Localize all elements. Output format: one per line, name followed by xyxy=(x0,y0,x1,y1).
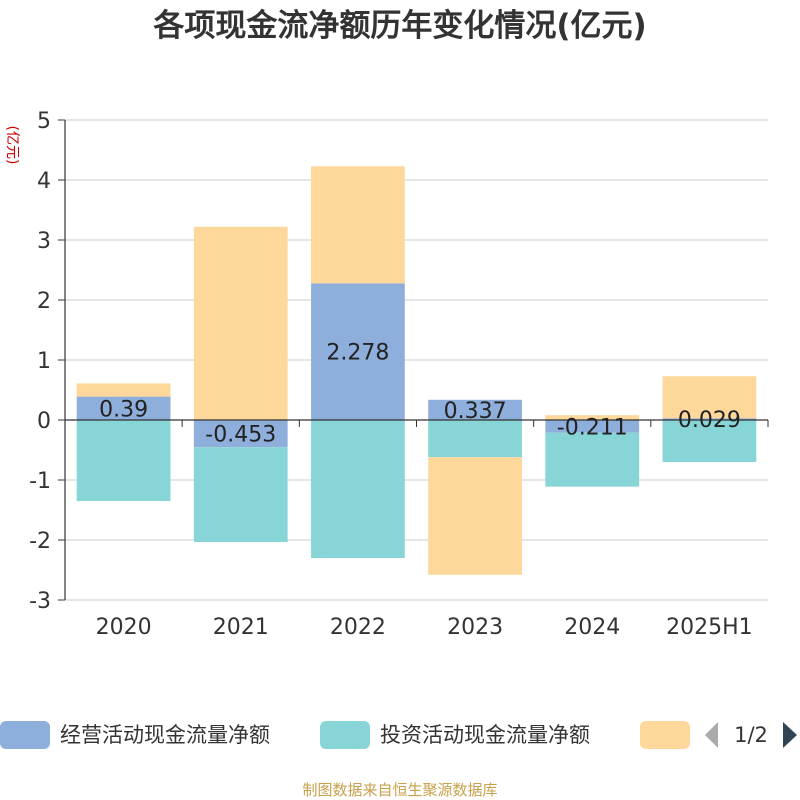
legend-label-1[interactable]: 经营活动现金流量净额 xyxy=(60,723,270,747)
x-tick-label: 2022 xyxy=(330,615,386,640)
legend-prev-icon[interactable] xyxy=(705,722,718,748)
bar-series3-2022 xyxy=(311,166,405,284)
bar-series1-2024 xyxy=(545,420,640,433)
x-tick-label: 2024 xyxy=(564,615,620,640)
legend-swatch-3[interactable] xyxy=(640,721,690,749)
data-labels: 0.39 -0.453 2.278 0.337 -0.211 0.029 xyxy=(99,341,741,448)
bar-series3-2024 xyxy=(545,415,640,420)
bar-series1-2021 xyxy=(193,420,288,448)
data-label: 2.278 xyxy=(326,341,389,366)
legend-next-icon[interactable] xyxy=(783,722,797,748)
bar-series3-2021 xyxy=(193,226,288,420)
legend-swatch-2[interactable] xyxy=(320,721,370,749)
legend-page-indicator: 1/2 xyxy=(734,723,768,747)
bar-series3-2020 xyxy=(76,383,171,397)
y-tick-label: 2 xyxy=(37,289,51,314)
data-label: 0.39 xyxy=(99,397,148,422)
y-tick-label: -3 xyxy=(29,589,51,614)
bar-series2-2024 xyxy=(545,432,640,487)
data-label: 0.337 xyxy=(444,399,507,424)
x-tick-label: 2025H1 xyxy=(666,615,753,640)
grid-lines xyxy=(65,119,768,601)
y-tick-label: 5 xyxy=(37,109,51,134)
legend-swatch-1[interactable] xyxy=(0,721,50,749)
data-label: -0.453 xyxy=(205,423,276,448)
legend-pager: 1/2 xyxy=(705,722,797,748)
bar-series1-2022 xyxy=(311,283,405,420)
y-tick-label: 0 xyxy=(37,409,51,434)
bar-series1-2025H1 xyxy=(662,418,757,420)
chart-title: 各项现金流净额历年变化情况(亿元) xyxy=(152,8,646,44)
y-tick-label: 4 xyxy=(37,169,51,194)
data-label: 0.029 xyxy=(678,408,741,433)
axes: 5 4 3 2 1 0 -1 -2 -3 2020 2021 2022 2023 2024 2025H1 xyxy=(29,109,769,640)
bar-series1-2023 xyxy=(428,399,522,420)
y-tick-label: -1 xyxy=(29,469,51,494)
legend: 经营活动现金流量净额 投资活动现金流量净额 xyxy=(0,721,690,749)
source-note: 制图数据来自恒生聚源数据库 xyxy=(302,781,497,799)
bar-series2-2022 xyxy=(311,420,405,558)
data-label: -0.211 xyxy=(557,415,628,440)
y-tick-label: -2 xyxy=(29,529,51,554)
bar-series2-2021 xyxy=(193,447,288,542)
y-tick-label: 1 xyxy=(37,349,51,374)
bar-series2-2020 xyxy=(76,420,171,501)
x-tick-label: 2020 xyxy=(96,615,152,640)
x-tick-label: 2021 xyxy=(213,615,269,640)
x-tick-label: 2023 xyxy=(447,615,503,640)
y-axis-unit: (亿元) xyxy=(4,126,20,165)
bar-marks xyxy=(76,166,757,575)
bar-series3-2023 xyxy=(428,457,522,575)
bar-series2-2025H1 xyxy=(662,420,757,462)
bar-series1-2020 xyxy=(76,396,171,420)
bar-series2-2023 xyxy=(428,420,522,458)
legend-label-2[interactable]: 投资活动现金流量净额 xyxy=(380,723,590,747)
bar-series3-2025H1 xyxy=(662,376,757,419)
y-tick-label: 3 xyxy=(37,229,51,254)
